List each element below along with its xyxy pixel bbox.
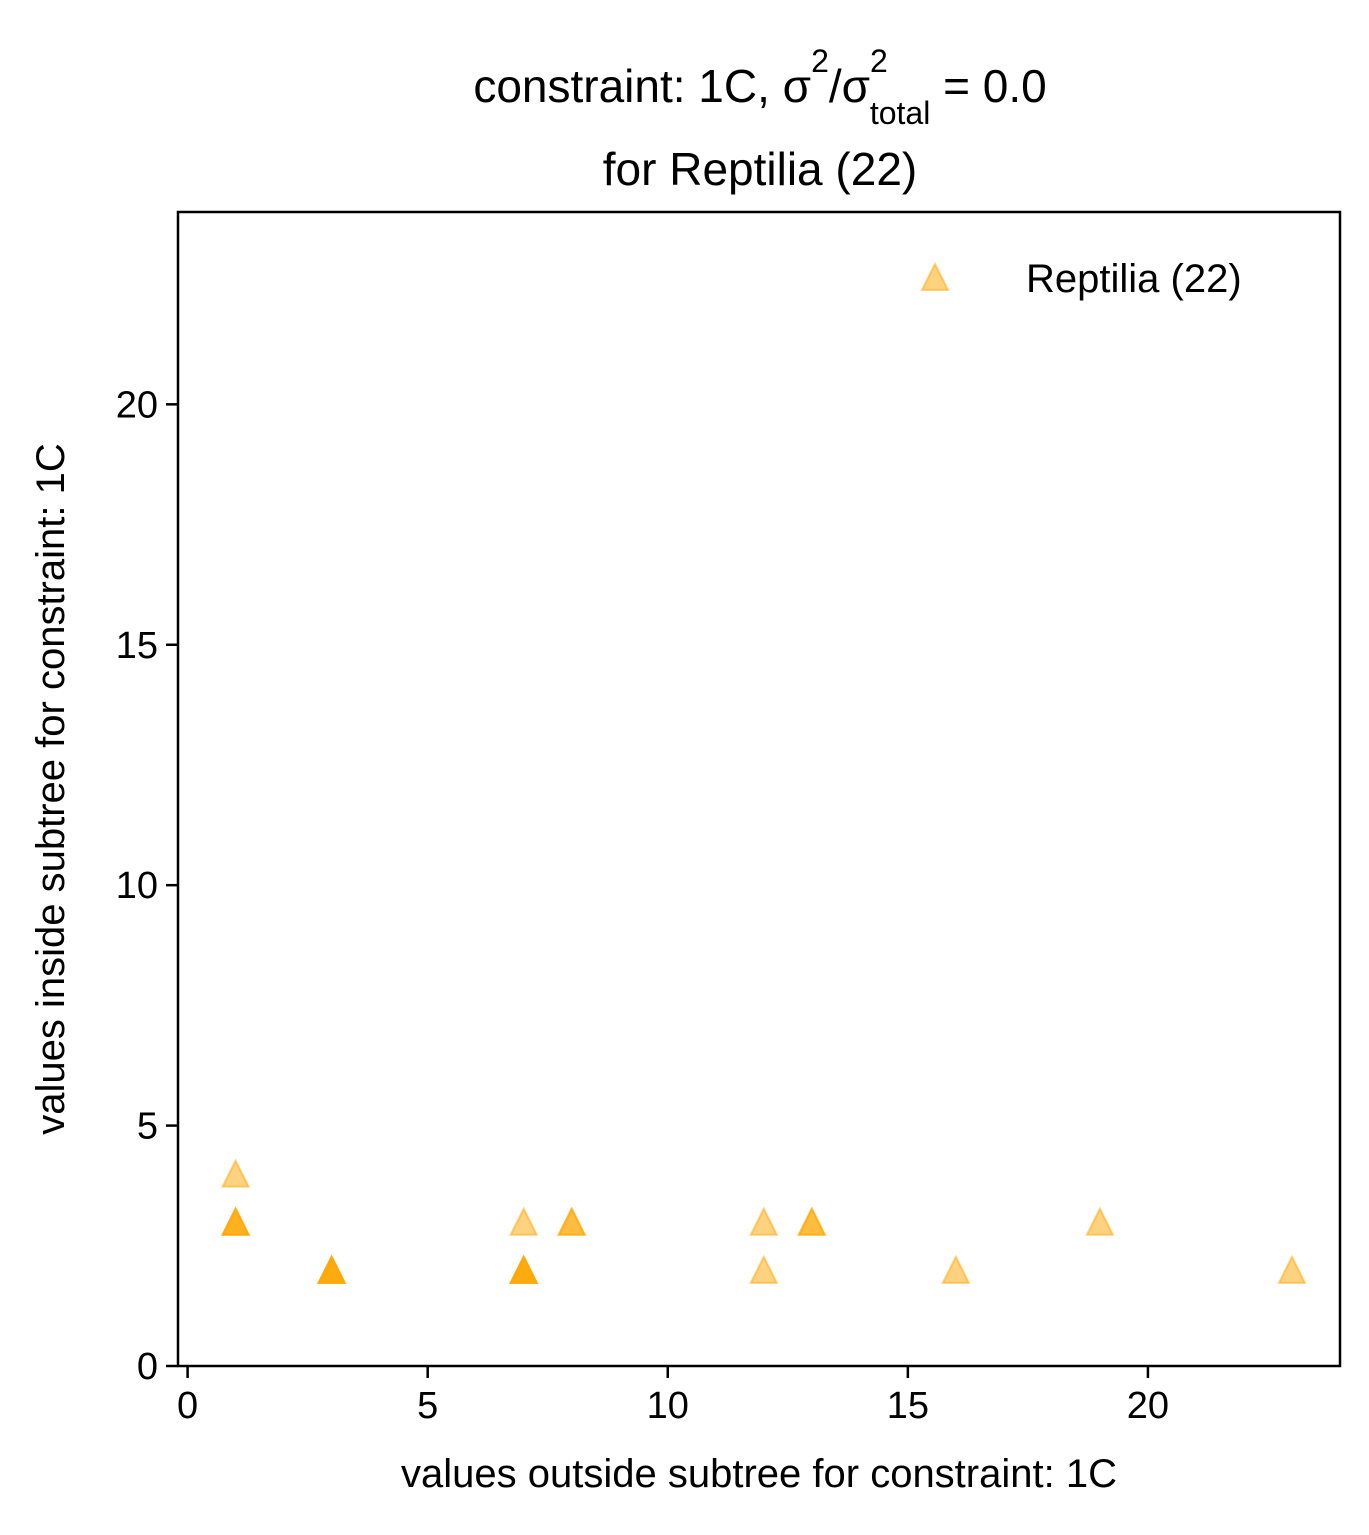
scatter-point (557, 1206, 587, 1236)
x-axis-label: values outside subtree for constraint: 1… (401, 1452, 1117, 1496)
scatter-point (221, 1158, 251, 1188)
scatter-point (1085, 1206, 1115, 1236)
title-sub: total (870, 95, 930, 131)
x-tick-label: 0 (177, 1385, 198, 1427)
plot-area (176, 210, 1342, 1368)
title-suffix: = 0.0 (930, 60, 1046, 112)
data-points (221, 1158, 1307, 1284)
scatter-point (749, 1254, 779, 1284)
y-tick-label: 0 (137, 1346, 158, 1388)
title-sup2: 2 (870, 43, 888, 79)
y-axis-ticks: 0 5 10 15 20 (116, 384, 178, 1388)
scatter-point (317, 1254, 347, 1284)
x-tick-label: 10 (647, 1385, 689, 1427)
y-tick-label: 5 (137, 1106, 158, 1148)
scatter-point (509, 1206, 539, 1236)
scatter-point (221, 1206, 251, 1236)
legend: Reptilia (22) (920, 257, 1242, 301)
chart-title-line1: constraint: 1C, σ2/σ2 total = 0.0 (473, 43, 1046, 131)
scatter-point (797, 1206, 827, 1236)
title-prefix: constraint: 1C, σ (473, 60, 811, 112)
y-tick-label: 15 (116, 625, 158, 667)
x-axis-ticks: 0 5 10 15 20 (177, 1366, 1169, 1427)
x-tick-label: 20 (1127, 1385, 1169, 1427)
title-sup1: 2 (811, 43, 829, 79)
scatter-point (1277, 1254, 1307, 1284)
title-mid: /σ (829, 60, 870, 112)
legend-label: Reptilia (22) (1026, 257, 1242, 301)
chart-title-line2: for Reptilia (22) (603, 143, 917, 195)
y-tick-label: 10 (116, 865, 158, 907)
legend-marker-triangle (920, 261, 950, 291)
scatter-point (749, 1206, 779, 1236)
scatter-point (509, 1254, 539, 1284)
y-tick-label: 20 (116, 384, 158, 426)
x-tick-label: 15 (887, 1385, 929, 1427)
x-tick-label: 5 (417, 1385, 438, 1427)
y-axis-label: values inside subtree for constraint: 1C (29, 443, 73, 1134)
scatter-point (941, 1254, 971, 1284)
